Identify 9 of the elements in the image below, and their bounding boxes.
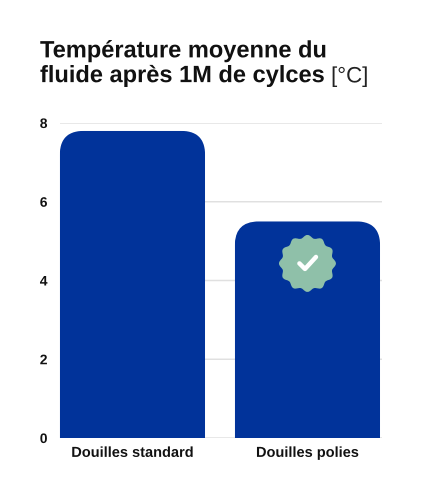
y-tick-label: 6: [40, 197, 47, 207]
y-tick-label: 0: [40, 433, 47, 444]
y-tick-label: 8: [40, 118, 48, 128]
x-tick-label: Douilles standard: [72, 446, 193, 458]
x-tick-label: Douilles polies: [256, 446, 358, 460]
y-tick-label: 4: [40, 276, 48, 286]
chart-title: Température moyenne du fluide après 1M de cylces: [40, 40, 326, 88]
y-axis-title: [°C]: [332, 66, 367, 88]
y-tick-label: 2: [40, 354, 47, 364]
